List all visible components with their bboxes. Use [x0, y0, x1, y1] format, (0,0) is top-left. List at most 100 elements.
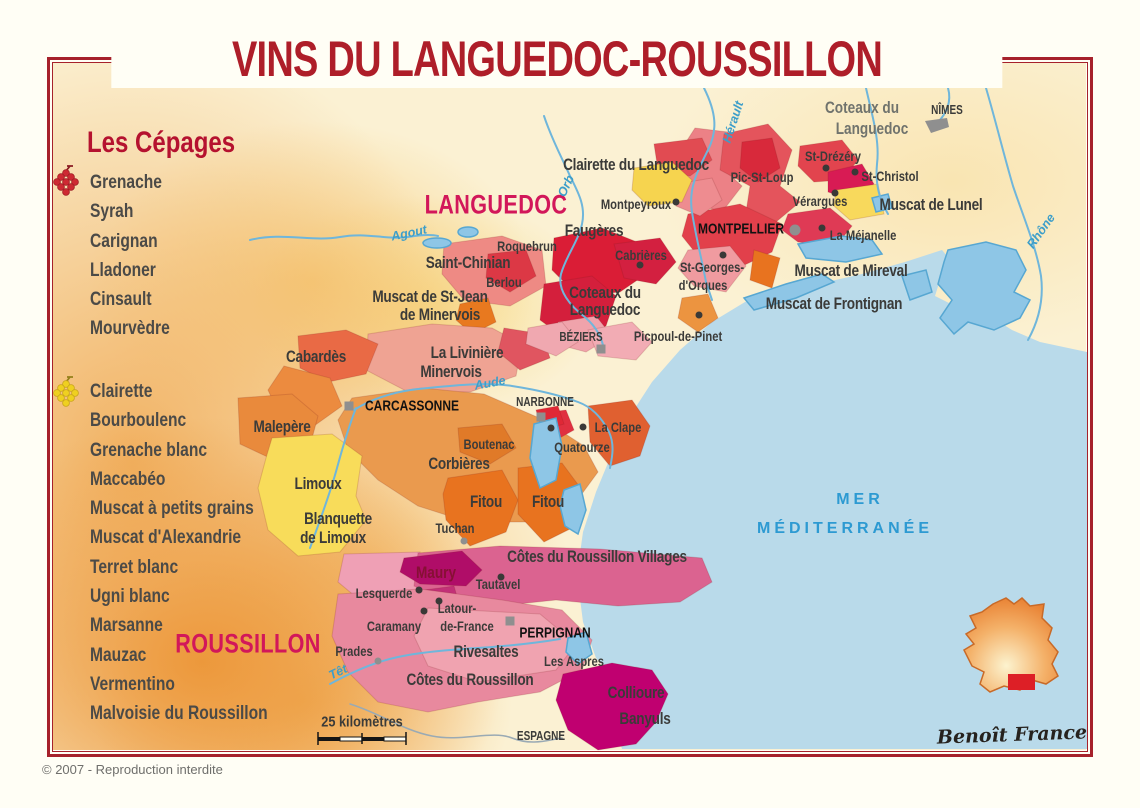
- tuchan-marker: [460, 537, 468, 545]
- grape-cinsault: Cinsault: [90, 288, 152, 311]
- label-espagne: ESPAGNE: [516, 729, 566, 743]
- france-inset: [963, 597, 1059, 693]
- mediterranean-sea: [577, 250, 1087, 749]
- label-la-clape: La Clape: [594, 419, 642, 435]
- label-les-aspres: Les Aspres: [544, 653, 604, 669]
- label-maury: Maury: [415, 563, 457, 582]
- region-collioure-banyuls: [555, 662, 669, 751]
- label-languedoc: Languedoc: [569, 300, 641, 319]
- region-minervois-pink: [525, 321, 579, 357]
- spain-border: [349, 703, 563, 743]
- region-mireval: [749, 249, 781, 289]
- region-minervois: [365, 323, 523, 393]
- label-caramany: Caramany: [366, 618, 422, 634]
- label-montpeyroux: Montpeyroux: [600, 196, 672, 212]
- label-mer: MER: [836, 491, 884, 508]
- grape-mourvedre: Mourvèdre: [90, 317, 170, 340]
- copyright: © 2007 - Reproduction interdite: [42, 762, 223, 777]
- label-malepere: Malepère: [253, 417, 311, 436]
- label-languedoc: Languedoc: [835, 119, 909, 138]
- label-corbieres: Corbières: [428, 454, 490, 473]
- label-muscat-de-lunel: Muscat de Lunel: [879, 195, 983, 214]
- label-roquebrun: Roquebrun: [497, 238, 557, 254]
- label-narbonne: NARBONNE: [516, 395, 574, 409]
- label-boutenac: Boutenac: [463, 436, 515, 452]
- region-cabardes-upper: [297, 329, 379, 383]
- tautavel-marker: [497, 573, 505, 581]
- grape-grenache: Grenache: [90, 171, 162, 193]
- lesquerde-marker: [415, 586, 423, 594]
- river-tet: [329, 638, 561, 685]
- grape-carignan: Carignan: [90, 229, 158, 252]
- region-muscat-lunel: [833, 183, 885, 221]
- label-cabrieres: Cabrières: [615, 247, 667, 263]
- wine-regions: [237, 123, 885, 751]
- cabrieres-marker: [636, 261, 644, 269]
- label-faugeres: Faugères: [564, 221, 624, 240]
- grape-malvoisie-du-roussillon: Malvoisie du Roussillon: [90, 702, 268, 725]
- la-mejanelle-marker: [818, 224, 826, 232]
- st-drezery-marker: [822, 164, 830, 172]
- label-coteaux-du: Coteaux du: [824, 98, 900, 117]
- region-saint-chinian-core: [485, 249, 537, 293]
- label-minervois: Minervois: [420, 362, 482, 381]
- red-grape-list: Grenache Syrah Carignan Lladoner Cinsault Mou…: [90, 168, 190, 344]
- label-st-georges: St-Georges-: [679, 259, 745, 275]
- label-mediterranee: MÉDITERRANÉE: [756, 520, 934, 537]
- label-de-minervois: de Minervois: [399, 305, 481, 324]
- montpellier-marker: [789, 224, 801, 236]
- label-blanquette: Blanquette: [304, 509, 372, 528]
- label-muscat-de-st-jean: Muscat de St-Jean: [372, 287, 488, 306]
- label-montpellier: MONTPELLIER: [698, 220, 784, 238]
- st-georges-marker: [719, 251, 727, 259]
- nimes-marker: [925, 118, 949, 133]
- legend-heading-text: Les Cépages: [87, 126, 236, 159]
- river-agout: [249, 233, 439, 241]
- label-collioure: Collioure: [607, 683, 665, 702]
- coastal-lagoons: [422, 193, 1032, 665]
- label-muscat-de-frontignan: Muscat de Frontignan: [765, 294, 903, 313]
- latour-de-france-marker: [435, 597, 443, 605]
- label-prades: Prades: [335, 643, 373, 659]
- region-cabrieres: [613, 237, 677, 285]
- label-picpoul-de-pinet: Picpoul-de-Pinet: [633, 328, 723, 344]
- montpeyroux-marker: [672, 198, 680, 206]
- region-pic-st-loup-core: [739, 137, 781, 183]
- label-carcassonne: CARCASSONNE: [364, 397, 460, 415]
- grape-syrah: Syrah: [90, 200, 134, 223]
- grape-maccabeo: Maccabéo: [90, 467, 166, 490]
- river-orb: [543, 115, 605, 351]
- region-la-clape: [587, 399, 651, 467]
- label-st-drezery: St-Drézéry: [804, 148, 862, 164]
- label-fitou: Fitou: [469, 492, 503, 511]
- grape-marsanne: Marsanne: [90, 614, 163, 637]
- label-cabardes: Cabardès: [285, 347, 347, 366]
- grape-clairette: Clairette: [90, 380, 153, 402]
- label-la-liviniere: La Livinière: [430, 343, 504, 362]
- grape-vermentino: Vermentino: [90, 672, 175, 695]
- label-de-limoux: de Limoux: [300, 528, 366, 547]
- grape-muscat-d-alexandrie: Muscat d'Alexandrie: [90, 526, 242, 549]
- grape-grenache-blanc: Grenache blanc: [90, 438, 208, 461]
- grape-lladoner: Lladoner: [90, 258, 156, 281]
- river-vidourle: [865, 87, 889, 215]
- river-herault: [690, 87, 716, 301]
- label-latour: Latour-: [437, 600, 477, 616]
- label-saint-chinian: Saint-Chinian: [425, 253, 511, 272]
- river-rhone: [985, 87, 1043, 341]
- label-nimes: NÎMES: [931, 103, 963, 117]
- label-limoux: Limoux: [294, 474, 342, 493]
- river-aude-upper: [309, 407, 357, 549]
- region-highlight: [1008, 674, 1035, 690]
- legend-heading: Les Cépages: [87, 126, 272, 160]
- label-pic-st-loup: Pic-St-Loup: [730, 169, 794, 185]
- white-grape-icon: [53, 376, 79, 407]
- label-tuchan: Tuchan: [435, 520, 475, 536]
- label-coteaux-du: Coteaux du: [569, 283, 641, 302]
- label-verargues: Vérargues: [792, 193, 848, 209]
- verargues-marker: [831, 189, 839, 197]
- river-aude: [353, 383, 614, 469]
- narbonne-marker: [536, 412, 546, 422]
